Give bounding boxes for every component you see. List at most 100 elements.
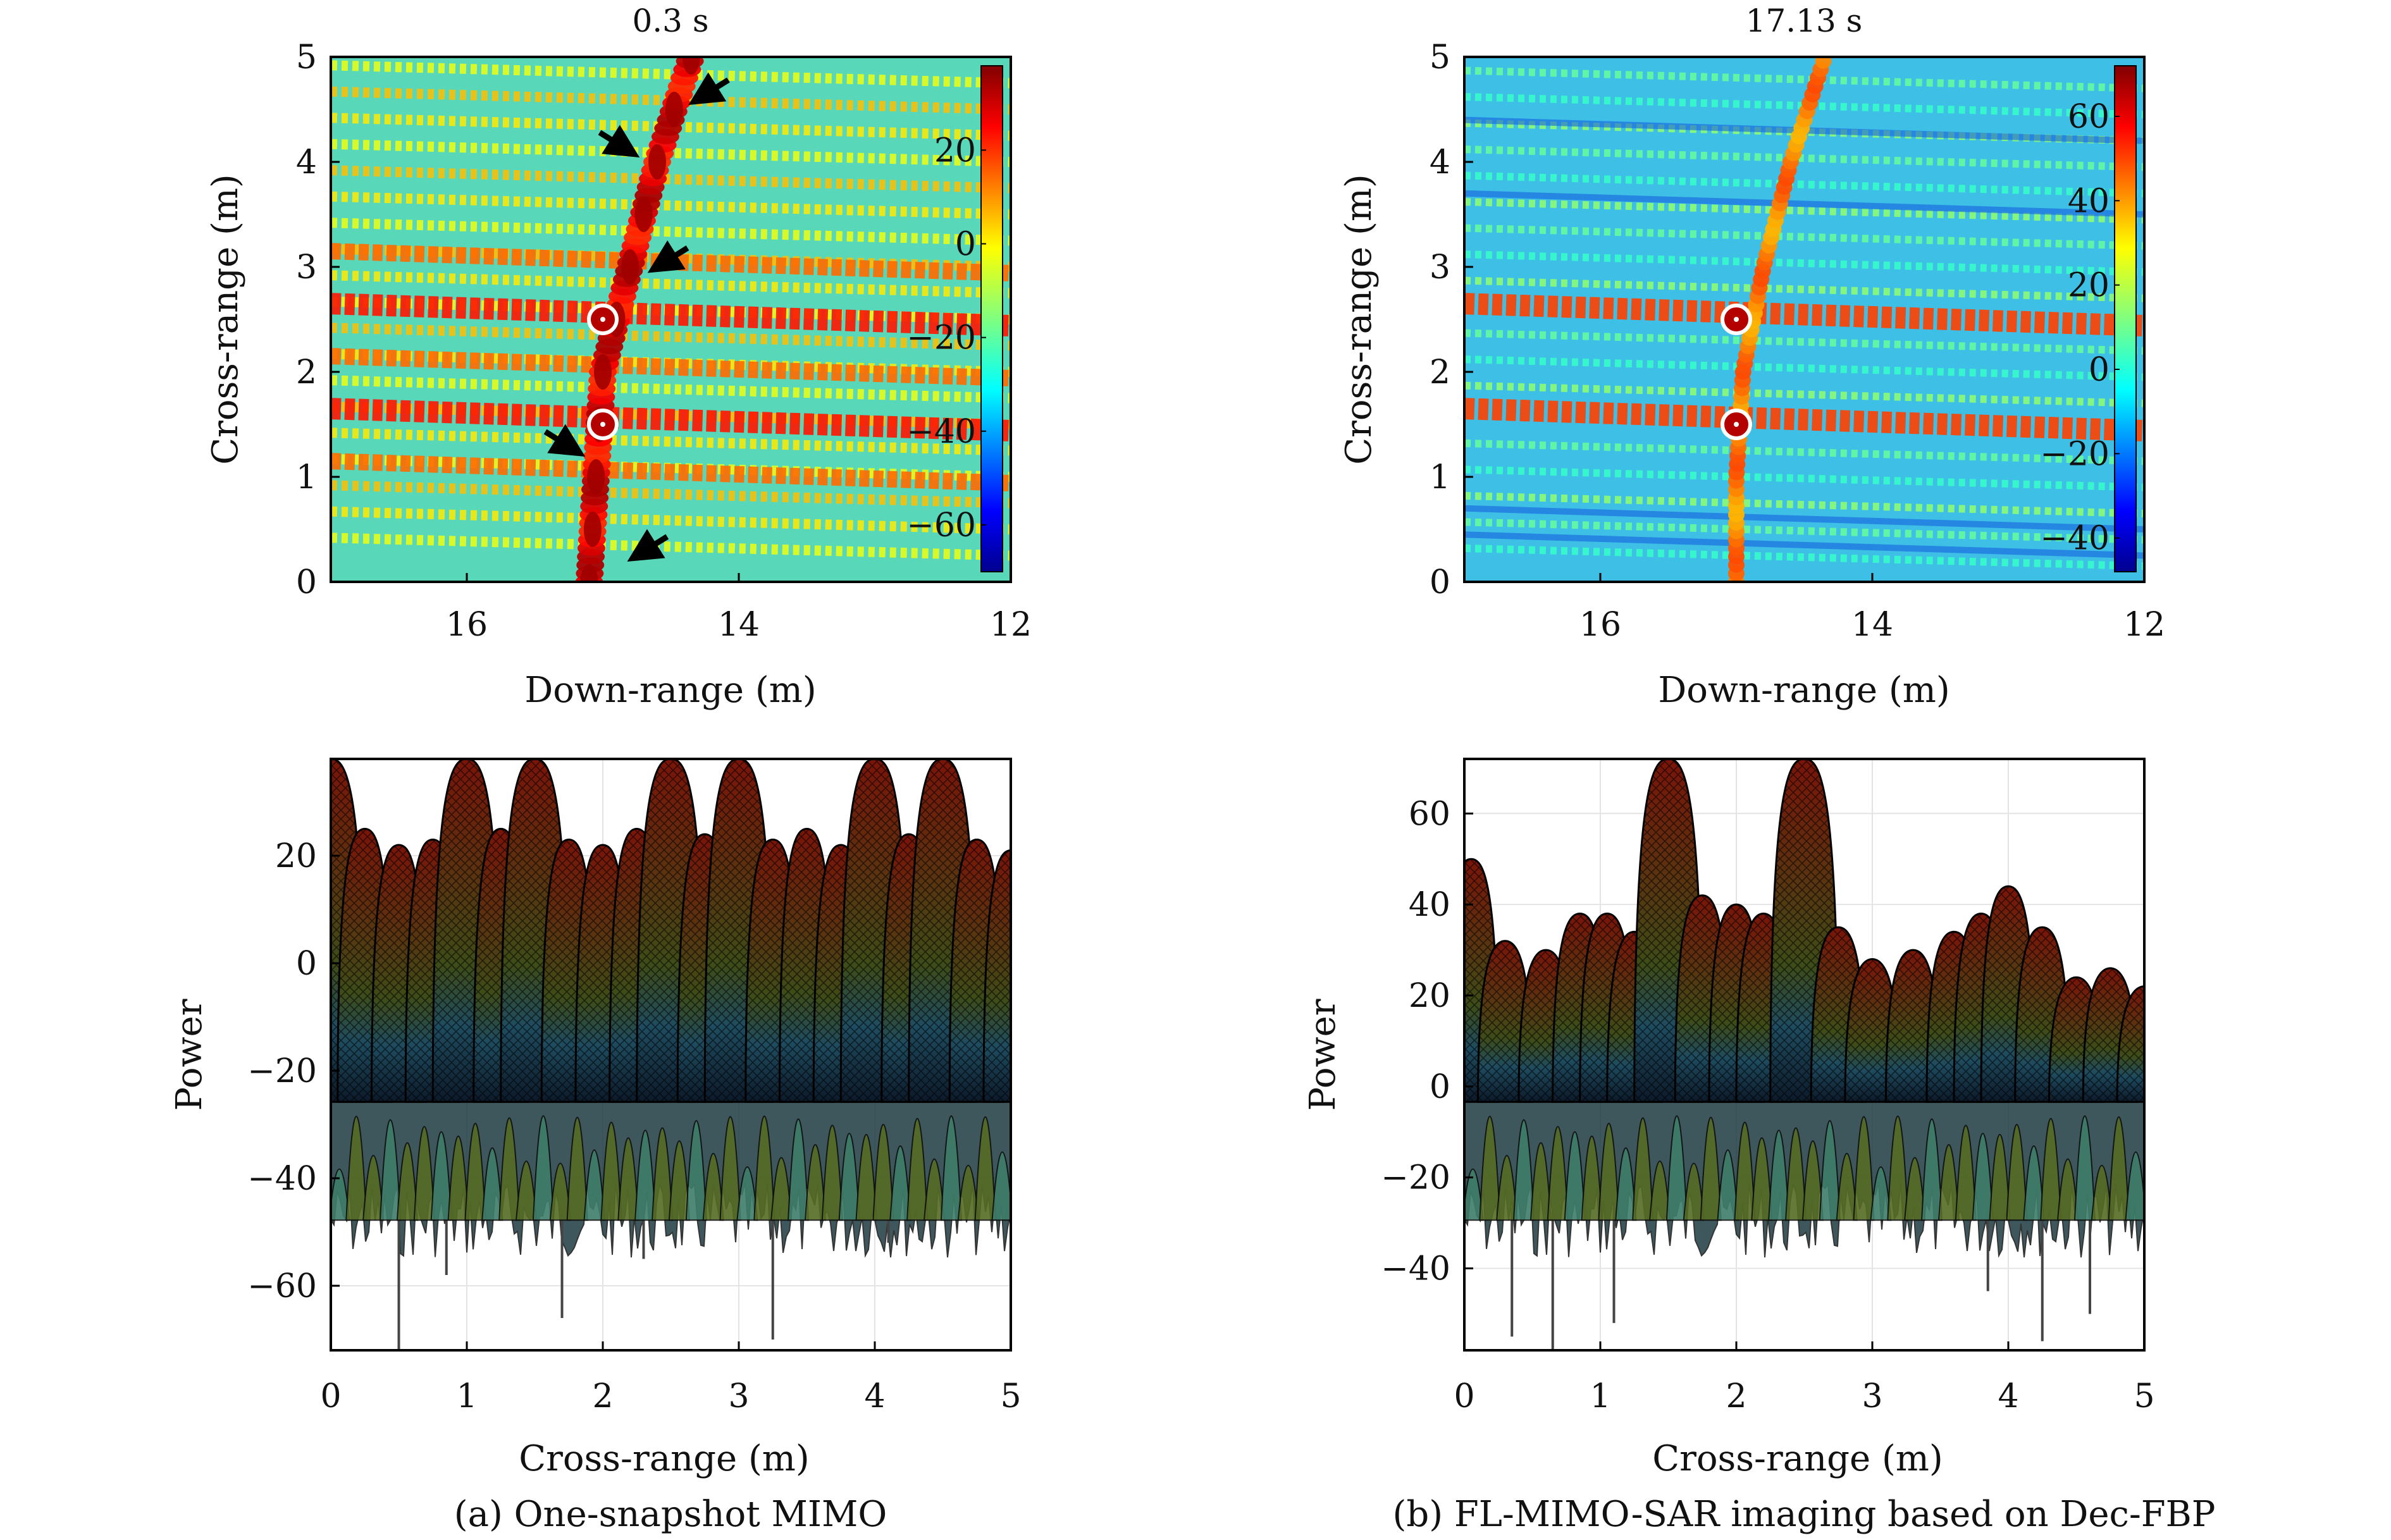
surface-a-frame <box>330 758 1012 1352</box>
heatmap-b-sidelobe-row <box>1464 66 2144 92</box>
heatmap-a-arrow <box>627 529 669 562</box>
heatmap-a-cbar-label: −40 <box>906 413 976 451</box>
surface-a-plot-area <box>331 759 1011 1350</box>
heatmap-a-title: 0.3 s <box>632 3 708 39</box>
heatmap-b-sidelobe-row <box>1464 381 2144 407</box>
heatmap-a-sidelobe-row <box>331 375 1011 403</box>
surface-b-ytick-label: 60 <box>1409 795 1450 833</box>
heatmap-b-target-band <box>1464 293 2144 336</box>
heatmap-b-cbar-label: −20 <box>2040 435 2110 473</box>
surface-b-mid-lobe <box>1598 1123 1620 1221</box>
heatmap-b-sidelobe-row <box>1464 518 2144 544</box>
heatmap-a-sidelobe-row <box>331 506 1011 534</box>
surface-a-mid-lobe <box>821 1124 843 1221</box>
surface-b-xtick-label: 0 <box>1454 1377 1474 1415</box>
surface-b-mid-lobe <box>1853 1116 1875 1221</box>
surface-b-ytick-label: −20 <box>1381 1159 1450 1197</box>
heatmap-b-band-dot <box>1815 57 1832 69</box>
surface-b-mid-lobe <box>1665 1115 1688 1221</box>
heatmap-b-xtick-label: 16 <box>1579 606 1621 644</box>
surface-b-ytick-label: 0 <box>1430 1068 1450 1106</box>
surface-a-mid-lobe <box>719 1116 741 1221</box>
surface-b-mid-lobe <box>2073 1115 2096 1221</box>
heatmap-a-band-core <box>634 197 653 232</box>
surface-b-mid-lobe <box>1734 1121 1756 1221</box>
surface-a-ytick-label: −20 <box>247 1052 317 1090</box>
heatmap-b-sidelobe-row <box>1464 224 2144 250</box>
surface-a-xtick-label: 4 <box>864 1377 885 1415</box>
heatmap-a-cbar-label: 20 <box>934 132 976 169</box>
surface-a-mid-lobe <box>872 1124 894 1221</box>
heatmap-b-colorbar: 60 40 20 0 −20 −40 <box>2040 65 2137 572</box>
heatmap-a-band-core <box>587 459 605 495</box>
heatmap-a-band-core <box>648 144 666 180</box>
surface-b-peak-mesh <box>2117 986 2144 1102</box>
surface-b-mid-lobe <box>2006 1124 2028 1221</box>
heatmap-a-target-center <box>600 422 605 427</box>
surface-a-mid-lobe <box>498 1117 521 1221</box>
surface-b-mid-lobe <box>1921 1118 1943 1221</box>
surface-a-mid-lobe <box>380 1119 402 1221</box>
heatmap-a-cbar-label: −60 <box>906 507 976 545</box>
surface-a-xtick-label: 5 <box>1000 1377 1021 1415</box>
heatmap-b-ytick-label: 2 <box>1430 354 1450 391</box>
heatmap-b-cbar-label: 40 <box>2068 182 2110 220</box>
surface-a-mid-lobe <box>685 1120 707 1221</box>
surface-b-xtick-label: 1 <box>1590 1377 1610 1415</box>
heatmap-a-colorbar: 20 0 −20 −40 −60 <box>906 65 1003 572</box>
surface-b-mid-lobe <box>2108 1116 2130 1221</box>
heatmap-b-dark-streak <box>1464 531 2144 559</box>
heatmap-b-cbar-label: 60 <box>2068 98 2110 136</box>
heatmap-b-sidelobe-row <box>1464 250 2144 276</box>
heatmap-b-dark-streak <box>1464 505 2144 533</box>
surface-a-ytick-label: 0 <box>296 945 317 983</box>
heatmap-b-plot-area <box>1464 57 2144 582</box>
heatmap-b-sidelobe-row <box>1464 491 2144 518</box>
surface-b-xtick-label: 3 <box>1862 1377 1882 1415</box>
surface-b-ytick-label: −40 <box>1381 1250 1450 1288</box>
surface-b-panel: 0 1 2 3 4 5 60 40 20 0 −20 −40 Cross-range (m) Pow… <box>1302 758 2155 1479</box>
heatmap-b-sidelobe-row <box>1464 544 2144 570</box>
heatmap-a-sidelobe-row <box>331 60 1011 89</box>
heatmap-b-sidelobe-row <box>1464 355 2144 381</box>
heatmap-a-ytick-label: 4 <box>296 144 317 182</box>
surface-a-xtick-label: 1 <box>456 1377 477 1415</box>
heatmap-a-xtick-label: 14 <box>718 606 760 644</box>
surface-a-mid-lobe <box>788 1118 810 1221</box>
heatmap-b-sidelobe-row <box>1464 276 2144 302</box>
heatmap-b-cbar-label: −40 <box>2040 520 2110 558</box>
heatmap-a-band-core <box>580 564 598 582</box>
heatmap-a-arrow <box>688 72 730 105</box>
heatmap-a-ytick-label: 3 <box>296 249 317 286</box>
heatmap-a-sidelobe-row <box>331 218 1011 246</box>
surface-a-ytick-label: −60 <box>247 1267 317 1305</box>
surface-a-mid-lobe <box>532 1115 554 1221</box>
heatmap-a-band-core <box>594 354 612 390</box>
surface-a-mid-lobe <box>974 1116 996 1221</box>
heatmap-a-sidelobe-row <box>331 480 1011 508</box>
heatmap-b-sidelobe-row <box>1464 198 2144 224</box>
heatmap-b-sidelobe-row <box>1464 439 2144 465</box>
heatmap-a-ytick-label: 5 <box>296 39 317 77</box>
heatmap-b-cbar-label: 20 <box>2068 267 2110 305</box>
heatmap-a-sidelobe-row <box>331 139 1011 167</box>
heatmap-a-band-core <box>665 92 683 127</box>
surface-b-mid-lobe <box>1632 1117 1654 1221</box>
surface-a-ylabel: Power <box>169 999 210 1111</box>
heatmap-b-title: 17.13 s <box>1746 3 1863 39</box>
heatmap-b-sidelobe-row <box>1464 171 2144 197</box>
heatmap-a-cbar-label: −20 <box>906 319 976 357</box>
heatmap-a-band-core <box>621 249 639 285</box>
heatmap-a-cbar-label: 0 <box>955 225 976 263</box>
heatmap-b-frame <box>1463 56 2146 583</box>
heatmap-b-xtick-label: 12 <box>2123 606 2165 644</box>
surface-a-panel: 0 1 2 3 4 5 20 0 −20 −40 −60 Cross-range (m) Powe… <box>169 758 1022 1479</box>
surface-b-xtick-label: 5 <box>2134 1377 2154 1415</box>
surface-a-mid-lobe <box>464 1123 486 1221</box>
heatmap-b-target-band <box>1464 398 2144 441</box>
heatmap-b-sidelobe-row <box>1464 465 2144 491</box>
heatmap-a-sidelobe-row <box>331 86 1011 114</box>
surface-b-mid-lobe <box>1887 1115 1909 1221</box>
